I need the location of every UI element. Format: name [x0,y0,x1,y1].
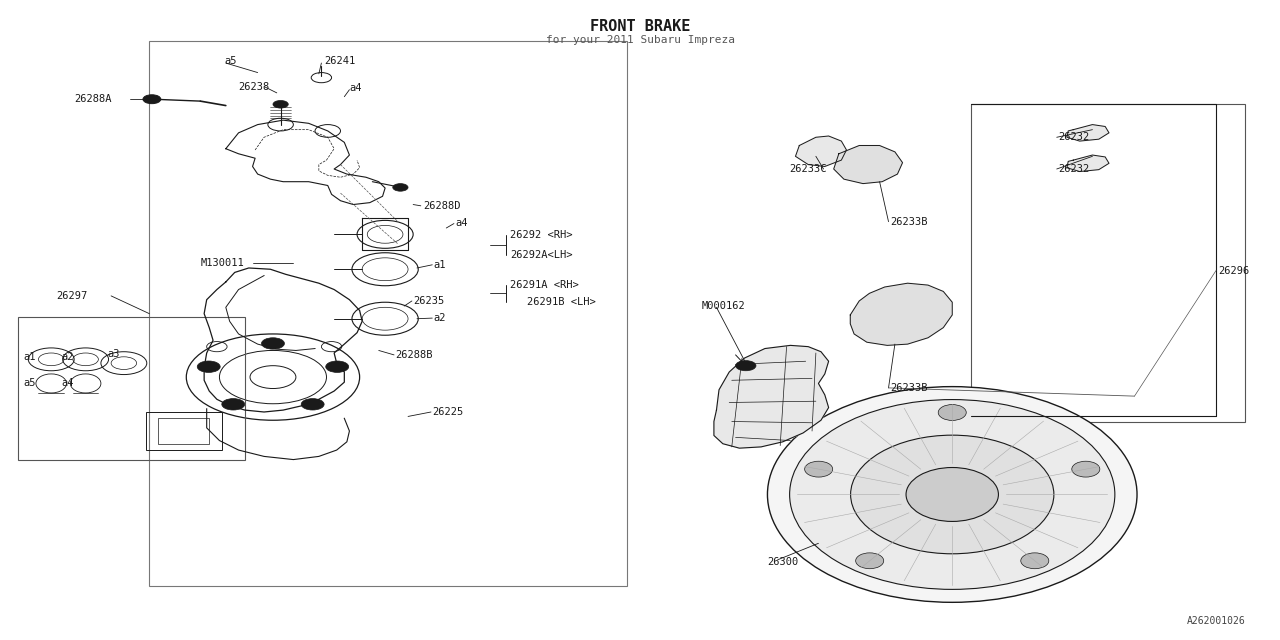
Text: a5: a5 [23,378,36,388]
Text: 26241: 26241 [324,56,355,66]
Polygon shape [850,284,952,346]
Polygon shape [833,145,902,184]
Circle shape [736,360,756,371]
Text: M130011: M130011 [200,258,244,268]
Circle shape [393,184,408,191]
Polygon shape [1068,125,1108,141]
Text: 26296: 26296 [1219,266,1249,275]
Circle shape [261,338,284,349]
Text: a4: a4 [456,218,467,228]
Ellipse shape [851,435,1053,554]
Circle shape [143,95,161,104]
Text: 26291B <LH>: 26291B <LH> [526,297,595,307]
Text: FRONT BRAKE: FRONT BRAKE [590,19,690,34]
Text: 26292A<LH>: 26292A<LH> [509,250,572,260]
Ellipse shape [1020,553,1048,569]
Text: A262001026: A262001026 [1187,616,1245,626]
Text: 26233B: 26233B [890,383,927,393]
Text: a5: a5 [224,56,237,66]
Text: for your 2011 Subaru Impreza: for your 2011 Subaru Impreza [545,35,735,45]
Polygon shape [714,346,828,448]
Bar [150,41,627,586]
Text: 26232: 26232 [1059,132,1089,142]
Bar [972,104,1245,422]
Text: a4: a4 [61,378,74,388]
Bar [146,412,221,450]
Ellipse shape [768,387,1137,602]
Text: 26235: 26235 [413,296,444,306]
Text: M000162: M000162 [701,301,745,311]
Text: 26233B: 26233B [890,217,927,227]
Ellipse shape [790,399,1115,589]
Bar [18,317,244,460]
Text: a3: a3 [108,349,120,359]
Circle shape [221,399,244,410]
Polygon shape [795,136,846,166]
Text: 26288B: 26288B [396,350,433,360]
Text: 26291A <RH>: 26291A <RH> [509,280,579,290]
Text: a2: a2 [61,352,74,362]
Text: 26300: 26300 [768,557,799,567]
Text: a4: a4 [349,83,362,93]
Ellipse shape [1071,461,1100,477]
Ellipse shape [906,467,998,522]
Text: 26288A: 26288A [74,94,111,104]
Text: 26292 <RH>: 26292 <RH> [509,230,572,240]
Circle shape [273,100,288,108]
Text: 26297: 26297 [56,291,87,301]
Ellipse shape [938,404,966,420]
Text: 26233C: 26233C [788,164,827,174]
Circle shape [301,399,324,410]
Text: a1: a1 [23,352,36,362]
Bar [159,419,209,444]
Ellipse shape [855,553,883,569]
Text: a2: a2 [434,313,445,323]
Circle shape [197,361,220,372]
Circle shape [325,361,348,372]
Text: 26232: 26232 [1059,164,1089,174]
Text: 26225: 26225 [433,407,463,417]
Text: 26288D: 26288D [424,201,461,211]
Ellipse shape [805,461,833,477]
Text: 26238: 26238 [238,81,270,92]
Text: a1: a1 [434,260,445,270]
Polygon shape [1068,155,1108,172]
